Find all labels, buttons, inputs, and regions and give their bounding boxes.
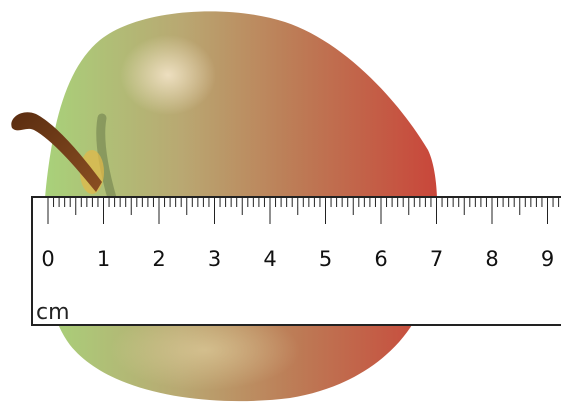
ruler-unit-label: cm <box>36 300 70 325</box>
ruler-tick-label: 9 <box>541 247 554 271</box>
ruler-ticks <box>47 198 560 224</box>
ruler-tick-label: 8 <box>485 247 498 271</box>
ruler-tick-label: 7 <box>430 247 443 271</box>
ruler: 0 1 2 3 4 5 6 7 8 9 cm <box>31 196 561 326</box>
ruler-tick-label: 5 <box>319 247 332 271</box>
ruler-tick-label: 0 <box>41 247 54 271</box>
ruler-tick-label: 3 <box>208 247 221 271</box>
ruler-tick-label: 2 <box>152 247 165 271</box>
ruler-tick-label: 1 <box>97 247 110 271</box>
ruler-tick-labels: 0 1 2 3 4 5 6 7 8 9 <box>41 247 554 271</box>
apple-stem <box>11 112 103 192</box>
ruler-body <box>31 196 561 326</box>
apple-lower-glow <box>110 310 300 390</box>
ruler-tick-label: 4 <box>263 247 276 271</box>
apple-highlight <box>120 35 216 115</box>
ruler-tick-label: 6 <box>374 247 387 271</box>
apple-crease <box>96 113 117 203</box>
